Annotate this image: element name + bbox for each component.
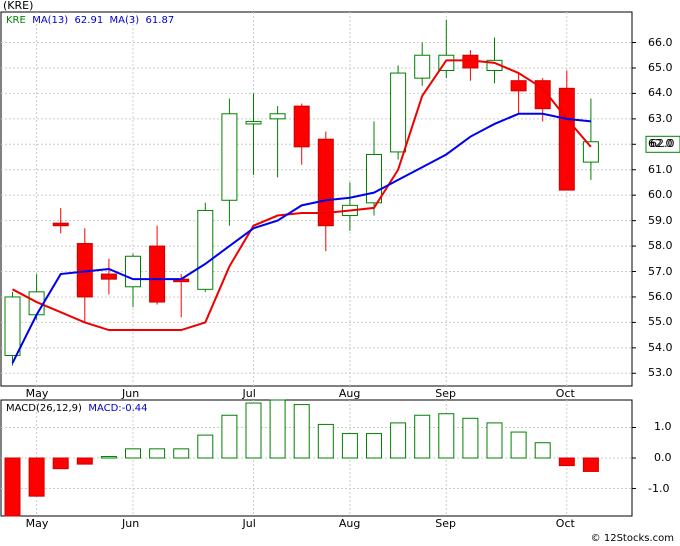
macd-bar-positive (173, 448, 190, 459)
legend-macd-value: MACD:-0.44 (88, 403, 148, 414)
price-x-month-label: Jul (242, 387, 256, 400)
ticker-title: (KRE) (3, 0, 34, 12)
price-y-tick-label: 53.0 (648, 366, 673, 380)
legend-ma3-label: MA(3) (109, 15, 140, 26)
price-y-tick-label: 61.0 (648, 162, 673, 176)
macd-bar-positive (462, 417, 479, 459)
price-y-tick-label: 56.0 (648, 289, 673, 303)
macd-y-tick-label: 1.0 (654, 420, 672, 434)
price-y-tick-label: 55.0 (648, 315, 673, 329)
price-y-tick-label: 60.0 (648, 188, 673, 202)
price-x-month-label: Sep (435, 387, 457, 400)
candle-up (4, 296, 21, 356)
macd-bar-negative (558, 457, 575, 467)
legend-ma13-value: 62.91 (74, 15, 104, 26)
macd-x-month-label: Sep (435, 517, 457, 530)
macd-bar-positive (366, 433, 382, 459)
macd-bar-negative (582, 457, 599, 472)
macd-bar-positive (414, 414, 431, 459)
price-y-tick-label: 54.0 (648, 340, 673, 354)
macd-bar-positive (100, 455, 117, 459)
price-y-tick-label: 57.0 (648, 264, 673, 278)
price-y-tick-label: 65.0 (648, 60, 673, 74)
candle-up (366, 153, 382, 204)
macd-bar-positive (197, 434, 214, 459)
last-price-box (645, 135, 680, 153)
macd-bar-positive (510, 431, 527, 459)
candle-up (197, 209, 214, 290)
candle-down (534, 80, 551, 110)
macd-legend: MACD(26,12,9) MACD:-0.44 (6, 403, 148, 414)
macd-bar-positive (534, 442, 551, 459)
macd-bar-positive (293, 404, 310, 459)
macd-bar-positive (486, 422, 503, 459)
legend-ma3-value: 61.87 (145, 15, 175, 26)
macd-bar-positive (390, 422, 407, 459)
ma13-line (11, 112, 592, 364)
candle-down (558, 87, 575, 191)
price-x-month-label: May (25, 387, 49, 400)
macd-bar-positive (149, 448, 166, 459)
legend-macd-params: MACD(26,12,9) (6, 403, 82, 414)
macd-x-month-label: Jul (242, 517, 256, 530)
macd-x-month-label: May (25, 517, 49, 530)
price-legend: KRE MA(13) 62.91 MA(3) 61.87 (6, 15, 174, 26)
candle-up (245, 120, 262, 125)
price-y-tick-label: 63.0 (648, 111, 673, 125)
macd-bar-negative (4, 457, 21, 517)
candle-down (317, 138, 334, 227)
macd-x-month-label: Aug (338, 517, 361, 530)
price-y-tick-label: 59.0 (648, 213, 673, 227)
candle-up (125, 255, 141, 288)
macd-y-tick-label: -1.0 (648, 481, 670, 495)
macd-bar-positive (341, 433, 358, 459)
macd-x-month-label: Oct (555, 517, 575, 530)
price-x-month-label: Oct (555, 387, 575, 400)
price-x-month-label: Aug (338, 387, 361, 400)
ma3-line (12, 59, 592, 332)
candle-up (414, 54, 431, 79)
price-panel (0, 11, 633, 387)
candle-down (293, 105, 310, 148)
macd-bar-positive (317, 423, 334, 459)
candle-up (221, 113, 238, 201)
price-y-tick-label: 66.0 (648, 35, 673, 49)
watermark: © 12Stocks.com (590, 533, 674, 544)
macd-bar-negative (76, 457, 93, 465)
legend-ticker: KRE (6, 15, 26, 26)
macd-bar-positive (245, 402, 262, 459)
candle-up (390, 72, 407, 153)
macd-bar-negative (52, 457, 69, 470)
price-x-month-label: Jun (122, 387, 140, 400)
candle-up (582, 141, 599, 163)
candle-up (269, 113, 286, 120)
macd-y-tick-label: 0.0 (654, 451, 672, 464)
macd-x-month-label: Jun (122, 517, 140, 530)
last-price-label: 62.0 (650, 137, 675, 151)
legend-ma13-label: MA(13) (32, 15, 69, 26)
candle-down (149, 245, 166, 303)
macd-bar-negative (28, 457, 45, 497)
macd-bar-positive (269, 399, 286, 459)
candle-down (52, 222, 69, 227)
macd-bar-positive (221, 414, 238, 459)
macd-bar-positive (438, 413, 455, 459)
candle-down (510, 80, 527, 92)
candle-down (100, 273, 117, 280)
price-y-tick-label: 64.0 (648, 86, 673, 100)
macd-bar-positive (125, 448, 141, 459)
price-y-tick-label: 58.0 (648, 239, 673, 253)
price-y-tick-label: 62.0 (648, 137, 673, 151)
